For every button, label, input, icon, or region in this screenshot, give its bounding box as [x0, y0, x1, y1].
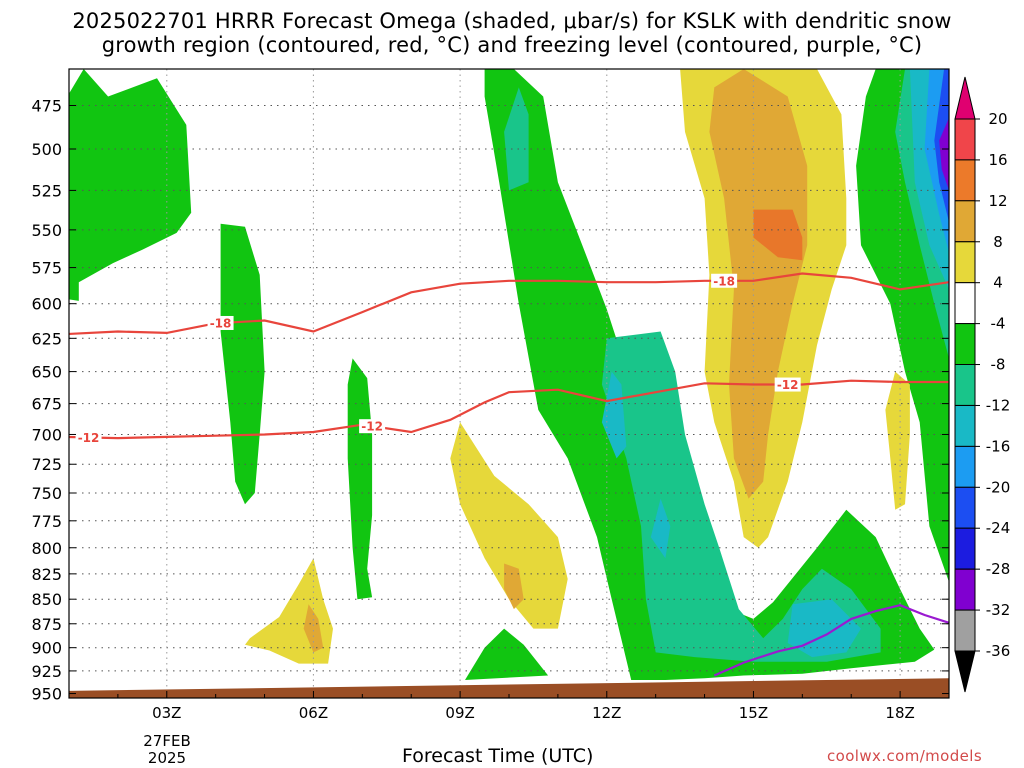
- colorbar-label: 4: [993, 274, 1003, 292]
- omega-shading-layer: [69, 69, 949, 680]
- colorbar-label: 12: [988, 192, 1007, 210]
- colorbar-label: -32: [986, 601, 1011, 619]
- omega-region-lift_mod: [601, 331, 881, 662]
- terrain-ground: [69, 678, 949, 698]
- colorbar-label: 20: [988, 110, 1007, 128]
- colorbar-label: -12: [986, 396, 1011, 414]
- omega-region-sink_strong: [753, 209, 803, 261]
- omega-region-lift_weak: [465, 628, 549, 680]
- y-tick-label: 875: [31, 615, 62, 634]
- colorbar-label: -16: [986, 437, 1011, 455]
- x-tick-label: 18Z: [885, 704, 914, 722]
- colorbar-bin: [954, 609, 976, 652]
- chart-title-line-2: growth region (contoured, red, °C) and f…: [101, 33, 923, 57]
- y-tick-label: 650: [31, 363, 62, 382]
- y-tick-label: 700: [31, 425, 62, 444]
- colorbar-label: 8: [993, 233, 1003, 251]
- contour-label-bg: [75, 430, 102, 445]
- omega-region-lift_mod: [504, 87, 529, 191]
- colorbar-bin: [954, 445, 976, 488]
- colorbar-label: -8: [991, 356, 1006, 374]
- colorbar-bin: [954, 527, 976, 570]
- contour-label: -12: [777, 378, 799, 392]
- contour-layer: -18 -18 -12 -12 -12: [69, 272, 949, 677]
- colorbar-label: 16: [988, 151, 1007, 169]
- colorbar-bin: [954, 200, 976, 243]
- x-tick-label: 06Z: [299, 704, 328, 722]
- omega-region-lift_strong: [787, 599, 861, 658]
- credit-link[interactable]: coolwx.com/models: [827, 747, 983, 765]
- omega-region-lift_weak: [484, 69, 935, 680]
- x-tick-label: 09Z: [445, 704, 474, 722]
- colorbar: 20 16 12 8 4 -4 -8 -12 -16 -20 -24 -28 -32 -36: [954, 76, 1011, 693]
- x-date-label-day: 27FEB: [143, 732, 190, 750]
- colorbar-label: -20: [986, 478, 1011, 496]
- y-tick-label: 550: [31, 221, 62, 240]
- colorbar-bin: [954, 118, 976, 161]
- y-tick-label: 475: [31, 96, 62, 115]
- omega-region-lift_strong: [601, 371, 627, 459]
- contour-freezing-level: [713, 604, 949, 677]
- x-tick-label: 12Z: [592, 704, 621, 722]
- y-tick-label: 525: [31, 181, 62, 200]
- colorbar-label: -36: [986, 642, 1011, 660]
- y-tick-label: 625: [31, 329, 62, 348]
- y-tick-label: 800: [31, 539, 62, 558]
- omega-region-sink_weak: [450, 422, 568, 629]
- contour-label: -18: [210, 316, 232, 330]
- contour-label: -18: [713, 274, 735, 288]
- colorbar-label: -28: [986, 560, 1011, 578]
- y-tick-label: 900: [31, 639, 62, 658]
- omega-region-lift_extreme: [939, 117, 949, 191]
- colorbar-bin: [954, 405, 976, 447]
- colorbar-bin: [954, 568, 976, 611]
- contour-label: -12: [361, 420, 383, 434]
- y-tick-label: 775: [31, 512, 62, 531]
- omega-region-lift_weak: [69, 69, 192, 301]
- omega-region-sink_mod: [709, 69, 808, 499]
- colorbar-bin: [954, 241, 976, 284]
- omega-region-lift_strong: [650, 498, 671, 559]
- y-axis: 475 500 525 550 575 600 625 650 675 700 725 750 775 8…: [31, 96, 949, 704]
- omega-region-sink_weak: [885, 371, 910, 510]
- x-tick-label: 15Z: [739, 704, 768, 722]
- omega-region-lift_weak: [347, 358, 373, 600]
- colorbar-label: -4: [991, 315, 1006, 333]
- colorbar-bottom-arrow: [954, 650, 976, 693]
- contour-label: -12: [78, 431, 100, 445]
- y-tick-label: 675: [31, 395, 62, 414]
- contour-label-bg: [207, 315, 234, 330]
- omega-region-sink_mod: [504, 563, 524, 610]
- y-tick-label: 725: [31, 455, 62, 474]
- x-axis-title: Forecast Time (UTC): [402, 745, 594, 767]
- colorbar-bin: [954, 486, 976, 529]
- y-tick-label: 575: [31, 259, 62, 278]
- colorbar-bin: [954, 282, 976, 325]
- colorbar-bin: [954, 159, 976, 202]
- colorbar-bin: [954, 323, 976, 366]
- chart-title-line-1: 2025022701 HRRR Forecast Omega (shaded, …: [72, 9, 952, 33]
- contour-label-bg: [359, 419, 386, 434]
- y-tick-label: 500: [31, 140, 62, 159]
- y-tick-label: 925: [31, 662, 62, 681]
- x-date-label-year: 2025: [148, 749, 186, 767]
- y-tick-label: 750: [31, 484, 62, 503]
- y-tick-label: 600: [31, 295, 62, 314]
- colorbar-top-arrow: [954, 76, 976, 120]
- y-tick-label: 950: [31, 685, 62, 704]
- x-tick-label: 03Z: [152, 704, 181, 722]
- ground-layer: [69, 678, 949, 698]
- omega-region-sink_mod: [303, 604, 324, 653]
- y-tick-label: 850: [31, 590, 62, 609]
- colorbar-bin: [954, 364, 976, 406]
- x-axis: 27FEB 2025 03Z 06Z 09Z 12Z 15Z 18Z: [117, 691, 915, 767]
- contour-label-bg: [774, 377, 801, 392]
- colorbar-label: -24: [986, 519, 1011, 537]
- contour-label-bg: [711, 273, 738, 288]
- y-tick-label: 825: [31, 565, 62, 584]
